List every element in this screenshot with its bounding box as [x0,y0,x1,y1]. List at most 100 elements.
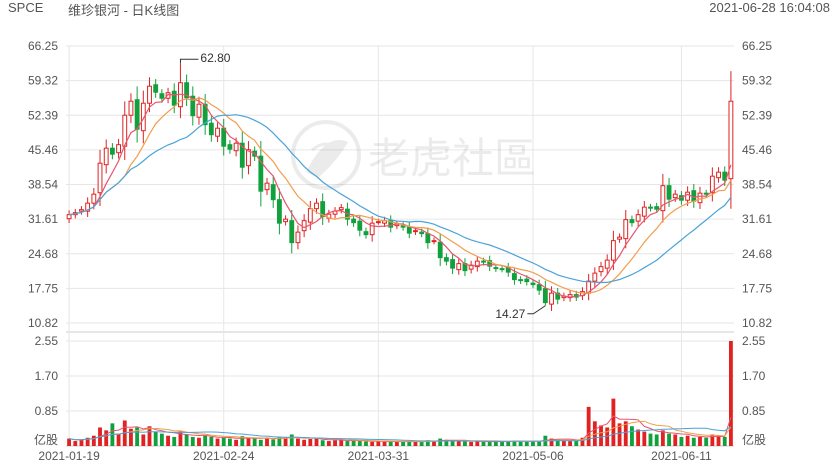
volume-bar [203,435,208,446]
watermark-text: 老虎社區 [368,135,536,182]
candle-body [549,292,554,305]
high-annotation-label: 62.80 [200,51,230,65]
volume-bar [611,398,616,446]
volume-bars [67,341,733,446]
volume-bar [549,438,554,446]
candle-body [542,288,548,304]
volume-ma20-line [69,426,732,442]
candle-body [134,99,140,130]
candle-body [425,233,431,244]
watermark: 老虎社區 [291,120,536,190]
volume-bar [704,437,709,446]
volume-bar [314,438,319,446]
volume-bar [345,441,350,446]
candle-body [536,284,542,291]
candle-body [604,259,610,269]
candle-body [450,259,455,269]
volume-bar [561,440,566,446]
candle-body [116,144,121,154]
candle-body [351,218,357,224]
candle-body [103,147,109,166]
volume-bar [308,439,313,446]
volume-tick-label-right: 1.70 [742,369,766,383]
volume-bar [710,434,715,446]
candle-body [375,221,381,224]
volume-bar [698,436,702,446]
candle-body [215,127,220,137]
volume-bar [258,439,263,446]
volume-bar [580,437,585,446]
volume-bar [630,426,634,446]
candle-body [85,202,91,212]
candle-body [128,100,134,116]
volume-bar [357,441,362,446]
moving-average-lines [69,93,732,298]
candle-body [301,220,307,232]
volume-bar [364,441,368,446]
candle-body [437,241,443,259]
volume-bar [456,440,461,446]
candle-body [270,184,276,201]
volume-bar [691,437,696,446]
candle-body [685,191,691,201]
volume-bar [685,435,690,446]
volume-bar [296,438,300,446]
candle-body [239,142,245,168]
volume-bar [289,434,294,446]
volume-bar [722,436,727,446]
price-tick-label-left: 45.46 [28,143,58,157]
candle-body [524,278,530,283]
volume-tick-label-left: 0.85 [35,404,59,418]
candle-body [314,202,319,210]
price-tick-label-left: 59.32 [28,74,58,88]
volume-bar [679,436,684,446]
candle-body [208,122,214,136]
candle-body [363,231,369,236]
candle-body [592,272,598,282]
candle-body [258,155,264,192]
price-tick-label-right: 38.54 [742,178,772,192]
volume-bar [537,441,542,446]
volume-bar [283,437,288,446]
axis-labels: 66.25 66.25 59.32 59.32 52.39 52.39 45.46 45.46… [28,39,772,463]
candle-body [666,185,672,200]
tiger-logo-icon [291,120,361,190]
volume-bar [265,437,269,446]
volume-bar [67,438,72,446]
volume-bar [302,439,307,446]
grid [66,45,734,447]
candle-body [109,147,115,155]
volume-bar [524,441,529,446]
price-tick-label-right: 52.39 [742,108,772,122]
candle-body [184,82,190,99]
candle-body [289,220,295,244]
volume-bar [91,435,96,446]
candle-body [660,185,666,212]
candle-body [493,267,499,270]
volume-bar [166,435,170,446]
volume-bar [518,441,523,446]
candle-body [617,236,622,240]
candle-body [295,231,301,244]
volume-bar [413,441,418,446]
volume-bar [104,430,109,446]
volume-tick-label-left: 亿股 [34,432,58,447]
candle-body [530,282,536,286]
candle-body [648,206,653,209]
candle-body [394,223,400,227]
candle-body [431,240,437,243]
candle-body [196,103,202,118]
volume-bar [85,437,90,446]
volume-bar [376,441,381,446]
annotations: 62.80 14.27 [179,51,546,321]
volume-tick-label-right: 亿股 [742,432,766,447]
candle-body [691,190,697,202]
candle-body [481,260,486,263]
volume-tick-label-right: 0.85 [742,404,766,418]
volume-bar [234,439,239,446]
candle-body [456,263,462,271]
volume-bar [673,434,678,446]
volume-tick-label-right: 2.55 [742,334,766,348]
